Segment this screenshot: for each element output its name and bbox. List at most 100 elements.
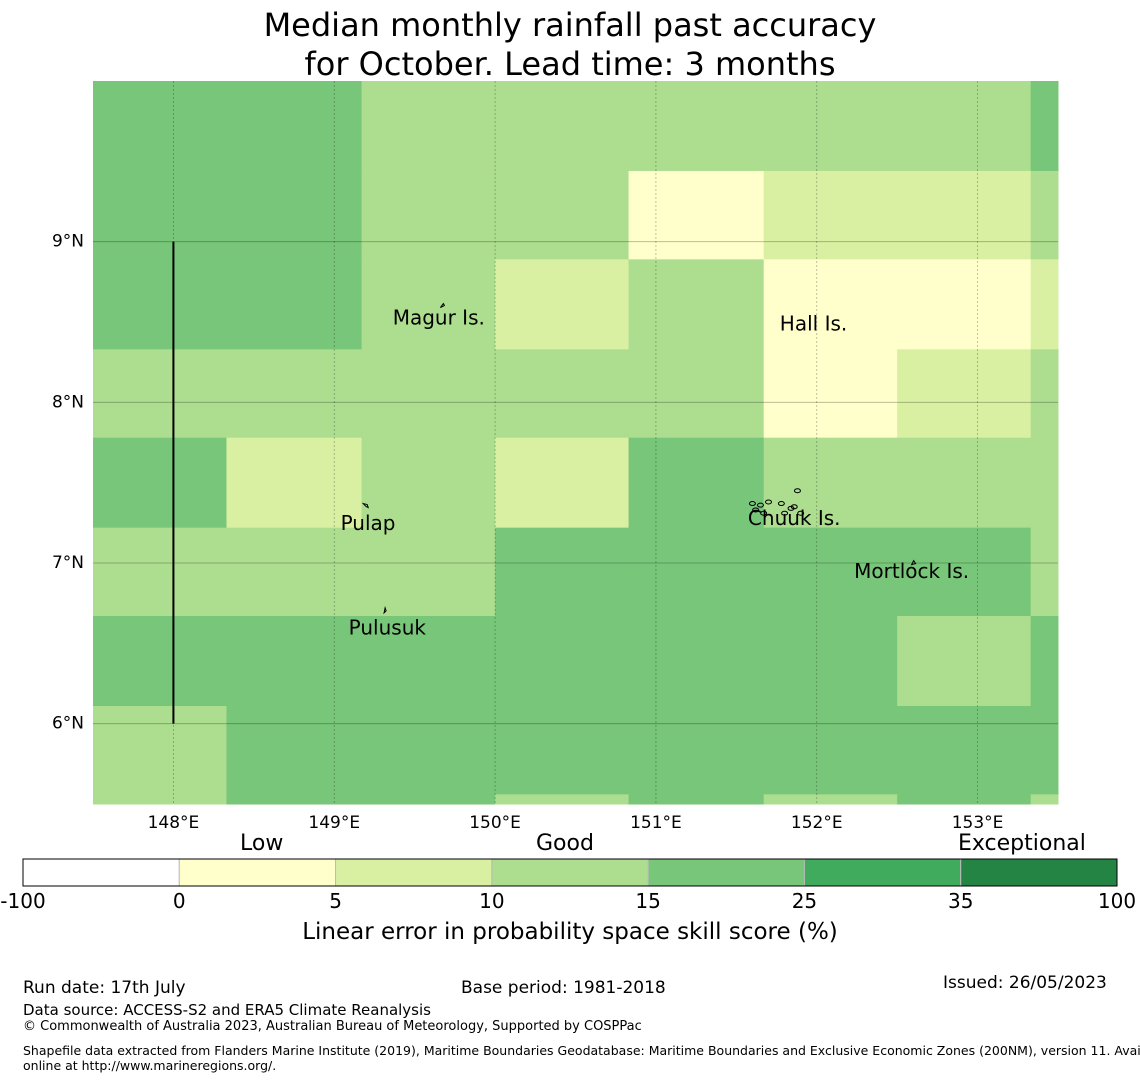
- grid-cell: [226, 81, 363, 172]
- colorbar-bin: [491, 858, 649, 887]
- colorbar-bins: [22, 858, 1118, 887]
- skill-score-grid: [93, 81, 1059, 805]
- grid-cell: [1030, 259, 1059, 350]
- longitude-tick-label: 151°E: [630, 813, 682, 830]
- island-outline: [910, 559, 917, 566]
- colorbar-tick-label: 15: [635, 889, 661, 913]
- grid-cell: [763, 437, 898, 529]
- colorbar-tick-label: 35: [947, 889, 974, 913]
- grid-cell: [763, 259, 898, 350]
- place-label: Mortlock Is.: [854, 559, 969, 583]
- grid-cell: [628, 170, 765, 260]
- place-labels: Magur Is. Hall Is. Pulap Chuuk Is. Mortlock …: [341, 305, 970, 639]
- grid-cell: [1030, 170, 1059, 260]
- grid-cell: [628, 259, 765, 350]
- grid-cell: [495, 437, 630, 529]
- grid-cell: [1030, 616, 1059, 707]
- colorbar-bin: [960, 858, 1118, 887]
- colorbar-bin: [803, 858, 962, 887]
- island-outline: [797, 510, 805, 516]
- grid-cell: [361, 81, 496, 172]
- island-outlines: [361, 302, 917, 615]
- grid-cell: [361, 527, 496, 617]
- grid-cell: [1030, 437, 1059, 529]
- colorbar: [22, 858, 1118, 887]
- island-outline: [439, 302, 446, 308]
- map-title-line-1: Median monthly rainfall past accuracy: [263, 6, 877, 44]
- longitude-tick-label: 152°E: [791, 813, 843, 830]
- copyright: © Commonwealth of Australia 2023, Austra…: [23, 1019, 642, 1034]
- latitude-tick-label: 8°N: [52, 392, 84, 412]
- grid-cell: [495, 705, 630, 795]
- colorbar-category-good: Good: [536, 831, 594, 856]
- grid-cell: [628, 794, 765, 805]
- island-outline: [793, 488, 801, 494]
- colorbar-tick-label: 0: [172, 889, 186, 913]
- grid-cell: [897, 616, 1032, 707]
- grid-cell: [361, 170, 496, 260]
- colorbar-outline: [22, 858, 1118, 887]
- colorbar-tick-label: 100: [1097, 889, 1137, 913]
- grid-cell: [495, 259, 630, 350]
- longitude-tick-label: 149°E: [308, 813, 360, 830]
- grid-cell: [226, 170, 363, 260]
- longitude-tick-label: 148°E: [148, 813, 200, 830]
- grid-cell: [763, 527, 898, 617]
- colorbar-tick-label: 25: [791, 889, 818, 913]
- colorbar-category-exceptional: Exceptional: [958, 831, 1086, 856]
- island-outline: [781, 510, 789, 516]
- grid-cell: [495, 81, 630, 172]
- grid-cell: [628, 349, 765, 439]
- island-outline: [361, 502, 370, 509]
- latitude-tick-label: 7°N: [52, 553, 84, 573]
- grid-cell: [897, 170, 1032, 260]
- map-title-line-2: for October. Lead time: 3 months: [304, 45, 836, 83]
- grid-cell: [763, 794, 898, 805]
- colorbar-label: Linear error in probability space skill …: [302, 919, 838, 945]
- island-outline: [752, 507, 760, 513]
- island-outline: [748, 501, 756, 507]
- island-outline: [765, 499, 772, 505]
- grid-cell: [897, 527, 1032, 617]
- grid-cell: [226, 705, 363, 795]
- grid-cell: [897, 705, 1032, 795]
- grid-cell: [897, 259, 1032, 350]
- island-outline: [756, 502, 764, 508]
- colorbar-tick-label: 10: [479, 889, 505, 913]
- grid-cell: [897, 349, 1032, 439]
- grid-cell: [897, 437, 1032, 529]
- grid-cell: [763, 705, 898, 795]
- island-outline: [383, 605, 387, 615]
- grid-cell: [1030, 705, 1059, 795]
- grid-cell: [495, 527, 630, 617]
- grid-cell: [628, 437, 765, 529]
- grid-cell: [1030, 794, 1059, 805]
- grid-cell: [93, 81, 227, 172]
- place-label: Pulusuk: [349, 615, 427, 639]
- grid-cell: [226, 259, 363, 350]
- grid-cell: [93, 794, 227, 805]
- grid-cell: [361, 616, 496, 707]
- latitude-tick-label: 6°N: [52, 714, 84, 734]
- grid-cell: [1030, 81, 1059, 172]
- latitude-tick-label: 9°N: [52, 232, 84, 252]
- grid-cell: [226, 794, 363, 805]
- grid-cell: [897, 794, 1032, 805]
- colorbar-tick-label: -100: [0, 889, 46, 913]
- issued-date: Issued: 26/05/2023: [943, 973, 1107, 993]
- base-period: Base period: 1981-2018: [461, 978, 666, 998]
- grid-cell: [226, 527, 363, 617]
- grid-cell: [897, 81, 1032, 172]
- grid-cell: [226, 437, 363, 529]
- colorbar-bin: [22, 858, 180, 887]
- data-source: Data source: ACCESS-S2 and ERA5 Climate …: [23, 1001, 431, 1019]
- grid-cell: [93, 705, 227, 795]
- grid-cell: [495, 349, 630, 439]
- map-canvas: Magur Is. Hall Is. Pulap Chuuk Is. Mortlock …: [52, 81, 1059, 830]
- axis-ticks: 9°N 8°N 7°N 6°N 148°E 149°E 150°E 151°E 152°E 153…: [52, 232, 1003, 830]
- grid-cell: [763, 349, 898, 439]
- grid-cell: [226, 349, 363, 439]
- place-label: Hall Is.: [780, 312, 847, 336]
- grid-cell: [495, 616, 630, 707]
- run-date: Run date: 17th July: [23, 978, 186, 998]
